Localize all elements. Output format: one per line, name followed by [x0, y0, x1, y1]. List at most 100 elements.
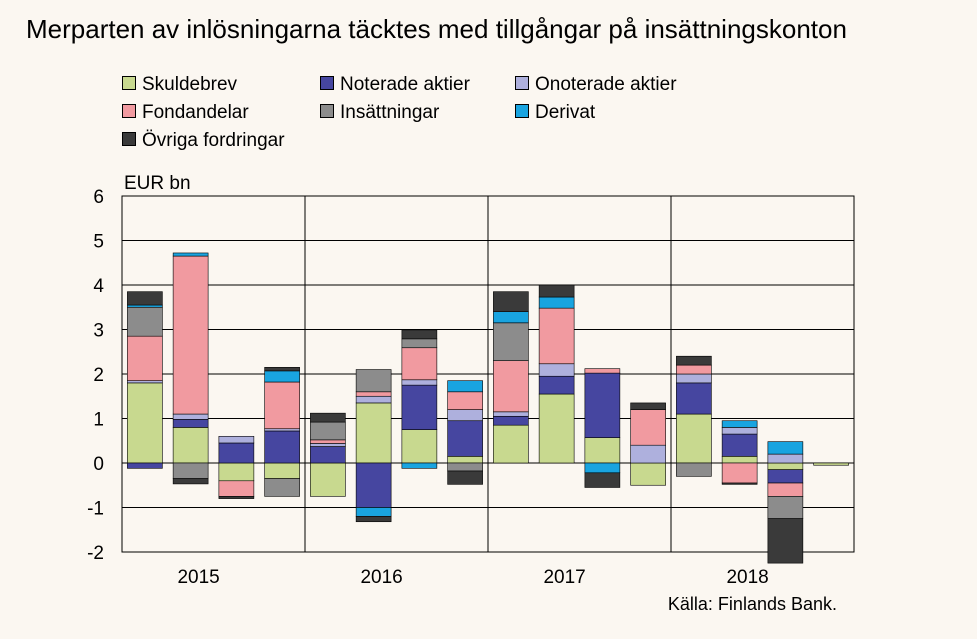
x-year-label: 2016: [360, 567, 402, 588]
bar-segment: [538, 307, 575, 365]
bar-segment: [310, 462, 346, 497]
y-tick-label: 2: [93, 365, 104, 386]
bar-segment: [676, 364, 712, 375]
legend-label: Onoterade aktier: [535, 74, 677, 95]
bar-segment: [447, 420, 483, 457]
bar-segment: [721, 433, 758, 457]
bar-segment: [127, 304, 163, 308]
bar-segment: [721, 456, 758, 464]
y-tick-label: 6: [93, 187, 104, 208]
bar-segment: [172, 252, 209, 257]
legend-item: Derivat: [515, 102, 595, 124]
bar-segment: [401, 347, 438, 381]
y-axis-label: EUR bn: [124, 173, 191, 194]
bar-segment: [447, 456, 483, 464]
bar-segment: [310, 439, 346, 444]
bar-segment: [401, 379, 438, 386]
bar-segment: [767, 441, 804, 455]
bar-segment: [355, 391, 392, 397]
bar-segment: [264, 367, 300, 372]
bar-segment: [538, 393, 575, 464]
legend-item: Skuldebrev: [122, 74, 237, 96]
bar-segment: [172, 255, 209, 415]
bar-segment: [493, 415, 529, 426]
legend-swatch: [320, 103, 334, 118]
bar-segment: [538, 296, 575, 309]
bar-segment: [172, 413, 209, 420]
x-year-label: 2018: [726, 567, 768, 588]
bar-segment: [447, 470, 483, 485]
y-tick-label: 4: [93, 276, 104, 297]
legend-item: Övriga fordringar: [122, 130, 285, 152]
bar-segment: [355, 402, 392, 464]
source-note: Källa: Finlands Bank.: [667, 594, 837, 614]
legend-label: Övriga fordringar: [142, 130, 285, 151]
bar-segment: [584, 372, 621, 438]
bar-segment: [355, 462, 392, 508]
x-year-label: 2017: [543, 567, 585, 588]
bar-segment: [630, 402, 666, 410]
legend-item: Onoterade aktier: [515, 74, 677, 96]
bar-segment: [127, 306, 163, 337]
bar-segment: [493, 424, 529, 464]
bar-segment: [767, 469, 804, 484]
bar-segment: [264, 430, 300, 464]
bar-segment: [493, 360, 529, 413]
bar-segment: [355, 369, 392, 393]
bar-segment: [538, 284, 575, 298]
bar-segment: [767, 462, 804, 470]
bar-segment: [767, 453, 804, 464]
bar-segment: [264, 462, 300, 479]
bar-segment: [493, 411, 529, 417]
legend-swatch: [122, 75, 136, 90]
bar-segment: [264, 428, 300, 432]
bar-segment: [127, 335, 163, 381]
x-year-label: 2015: [177, 567, 219, 588]
bar-segment: [676, 373, 712, 384]
bar-segment: [630, 462, 666, 486]
bar-segment: [493, 322, 529, 361]
legend-item: Insättningar: [320, 102, 439, 124]
bar-segment: [538, 363, 575, 377]
y-tick-label: -1: [87, 499, 104, 520]
bar-segment: [218, 462, 255, 482]
bar-segment: [676, 413, 712, 464]
bar-segment: [127, 380, 163, 384]
bar-segment: [584, 462, 621, 474]
legend-label: Skuldebrev: [142, 74, 238, 95]
legend-item: Noterade aktier: [320, 74, 470, 96]
bar-segment: [310, 412, 346, 423]
bar-segment: [310, 443, 346, 447]
bar-segment: [127, 462, 163, 469]
y-tick-label: 0: [93, 454, 104, 475]
bar-segment: [401, 462, 438, 469]
bar-segment: [172, 462, 209, 479]
legend-swatch: [515, 103, 529, 118]
legend-label: Insättningar: [340, 102, 440, 123]
bar-segment: [721, 482, 758, 485]
bar-segment: [127, 291, 163, 306]
bar-segment: [310, 446, 346, 464]
bar-segment: [447, 462, 483, 472]
y-tick-label: -2: [87, 543, 104, 564]
bar-segment: [584, 437, 621, 464]
bar-segment: [767, 482, 804, 497]
bar-segment: [447, 409, 483, 422]
legend-label: Fondandelar: [142, 102, 249, 123]
bar-segment: [172, 478, 209, 485]
legend-label: Derivat: [535, 102, 596, 123]
bar-segment: [721, 427, 758, 435]
bar-segment: [676, 355, 712, 366]
bar-segment: [630, 444, 666, 464]
chart-title: Merparten av inlösningarna täcktes med t…: [26, 14, 847, 44]
y-tick-label: 1: [93, 410, 104, 431]
bar-segment: [401, 329, 438, 340]
bar-segment: [401, 429, 438, 464]
bar-segment: [721, 462, 758, 484]
bar-segment: [813, 462, 849, 466]
bar-segment: [310, 421, 346, 441]
bar-segment: [767, 496, 804, 519]
bar-segment: [218, 442, 255, 464]
bar-segment: [721, 420, 758, 428]
